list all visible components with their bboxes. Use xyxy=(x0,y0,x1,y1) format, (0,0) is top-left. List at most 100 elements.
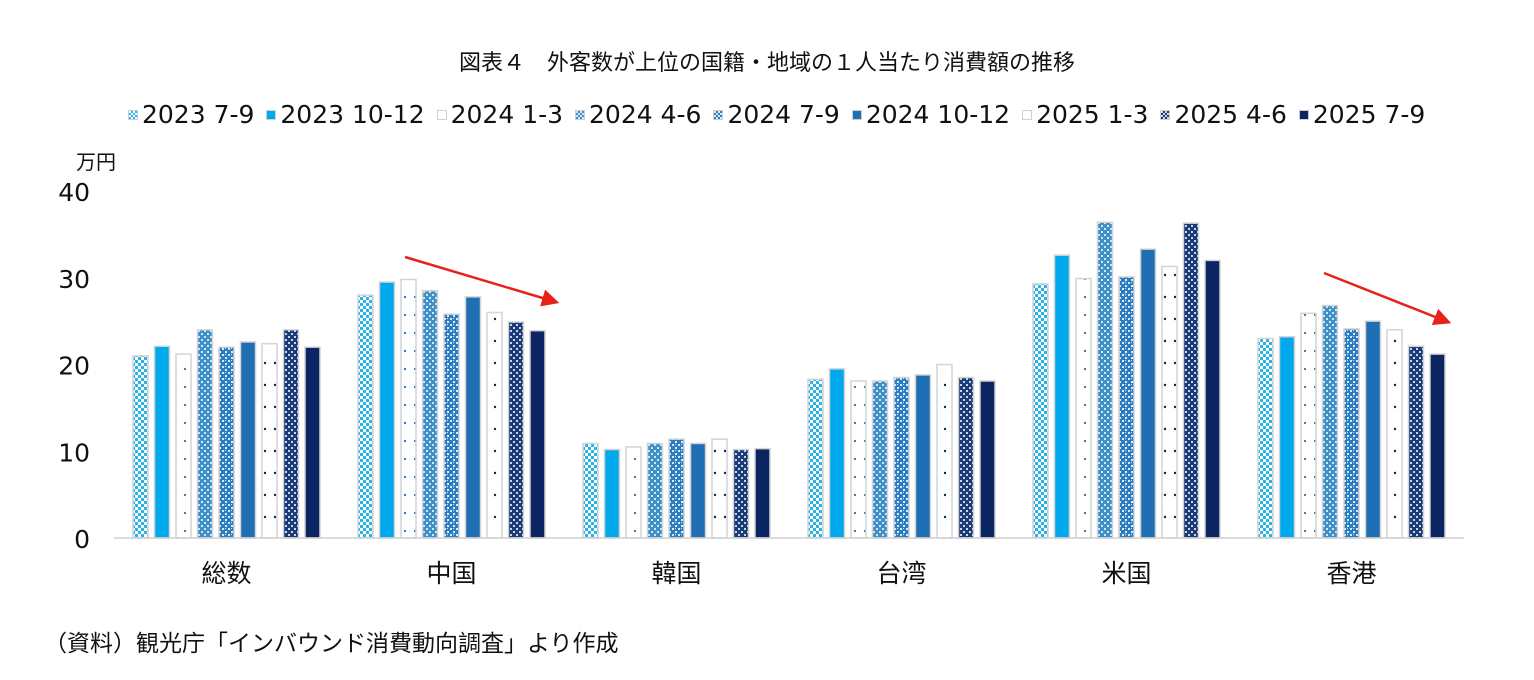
bar xyxy=(378,281,396,539)
bar xyxy=(486,311,503,539)
legend-label: 2024 1-3 xyxy=(450,100,564,129)
y-tick-label: 0 xyxy=(74,525,90,554)
x-tick-label: 米国 xyxy=(1101,559,1151,588)
bar xyxy=(711,438,728,539)
bar xyxy=(914,374,932,539)
bar xyxy=(1096,221,1114,539)
bar xyxy=(668,438,685,539)
bar xyxy=(1407,345,1425,539)
trend-arrow xyxy=(1323,271,1452,325)
bar xyxy=(1139,248,1157,539)
legend-item: 2023 10-12 xyxy=(266,100,425,129)
bar xyxy=(400,278,417,539)
legend-item: 2025 4-6 xyxy=(1160,100,1287,129)
bar xyxy=(1386,329,1403,539)
bar xyxy=(218,346,235,539)
legend-label: 2023 7-9 xyxy=(142,100,255,129)
legend-item: 2024 1-3 xyxy=(436,100,564,129)
bar xyxy=(936,363,953,539)
bar xyxy=(1118,276,1135,539)
legend-swatch xyxy=(266,109,277,120)
chart-title: 図表４ 外客数が上位の国籍・地域の１人当たり消費額の推移 xyxy=(458,51,1075,76)
source-note: （資料）観光庁「インバウンド消費動向調査」より作成 xyxy=(44,631,619,657)
bar xyxy=(1161,265,1178,539)
trend-arrows xyxy=(404,255,1452,325)
legend-swatch xyxy=(851,109,862,120)
bar xyxy=(1343,328,1360,539)
y-tick-label: 30 xyxy=(58,265,90,294)
bar xyxy=(1364,320,1382,539)
bar xyxy=(871,380,889,539)
bar xyxy=(1182,222,1200,539)
y-tick-label: 20 xyxy=(58,352,90,381)
legend-item: 2025 7-9 xyxy=(1298,100,1426,129)
bar xyxy=(443,313,460,539)
bar xyxy=(893,376,910,539)
bar xyxy=(153,345,171,539)
legend-label: 2024 7-9 xyxy=(727,100,840,129)
x-tick-label: 中国 xyxy=(426,559,476,588)
bar xyxy=(304,346,321,539)
bar xyxy=(828,368,846,539)
legend-label: 2024 10-12 xyxy=(865,100,1011,129)
legend-label: 2025 1-3 xyxy=(1036,100,1149,129)
bar xyxy=(357,294,374,539)
legend-label: 2025 7-9 xyxy=(1312,100,1426,129)
bar xyxy=(1032,283,1049,539)
legend-item: 2024 4-6 xyxy=(575,100,701,129)
legend-swatch xyxy=(1160,109,1171,120)
legend-item: 2024 7-9 xyxy=(713,100,840,129)
bar xyxy=(1204,259,1221,539)
bar xyxy=(1053,254,1071,539)
bar xyxy=(625,446,642,539)
x-tick-label: 総数 xyxy=(201,559,251,588)
bar xyxy=(957,376,975,539)
bar xyxy=(175,353,192,539)
trend-arrow xyxy=(404,255,560,307)
bar xyxy=(196,329,214,539)
bar xyxy=(979,380,996,539)
bar xyxy=(132,355,149,539)
bar xyxy=(421,290,439,539)
legend-swatch xyxy=(1022,109,1033,120)
bar xyxy=(1429,353,1446,539)
bar xyxy=(282,329,300,539)
bar-series xyxy=(132,221,1446,539)
legend-swatch xyxy=(713,109,724,120)
bar xyxy=(754,447,771,539)
legend-label: 2023 10-12 xyxy=(280,100,425,129)
legend-swatch xyxy=(128,109,138,120)
legend-item: 2024 10-12 xyxy=(851,100,1011,129)
legend-item: 2023 7-9 xyxy=(128,100,254,129)
bar xyxy=(646,442,664,539)
bar xyxy=(689,442,707,539)
bar xyxy=(261,342,278,539)
legend-item: 2025 1-3 xyxy=(1022,100,1148,129)
bar xyxy=(807,378,824,539)
x-tick-label: 韓国 xyxy=(651,559,701,588)
legend-label: 2024 4-6 xyxy=(589,100,702,129)
bar xyxy=(1257,337,1274,539)
bar xyxy=(732,448,750,539)
y-tick-label: 10 xyxy=(58,438,90,467)
bar xyxy=(850,380,867,539)
bar xyxy=(1278,335,1296,539)
bar xyxy=(1075,277,1092,539)
x-tick-label: 台湾 xyxy=(876,559,926,588)
bar xyxy=(464,296,482,539)
bar xyxy=(603,448,621,539)
bar xyxy=(1300,312,1317,539)
y-axis-unit-label: 万円 xyxy=(76,150,116,174)
bar xyxy=(1321,304,1339,539)
x-axis-labels: 総数 中国 韓国 台湾 米国 香港 xyxy=(201,559,1376,588)
legend-swatch xyxy=(575,109,586,120)
legend-label: 2025 4-6 xyxy=(1174,100,1287,129)
bar xyxy=(239,341,257,539)
x-tick-label: 香港 xyxy=(1326,559,1376,588)
y-axis-ticks: 0 10 20 30 40 xyxy=(58,178,90,554)
bar xyxy=(507,321,525,539)
legend-swatch xyxy=(436,109,447,120)
y-tick-label: 40 xyxy=(58,178,90,207)
legend: 2023 7-9 2023 10-12 2024 1-3 2024 4-6 2024 7… xyxy=(128,100,1425,129)
